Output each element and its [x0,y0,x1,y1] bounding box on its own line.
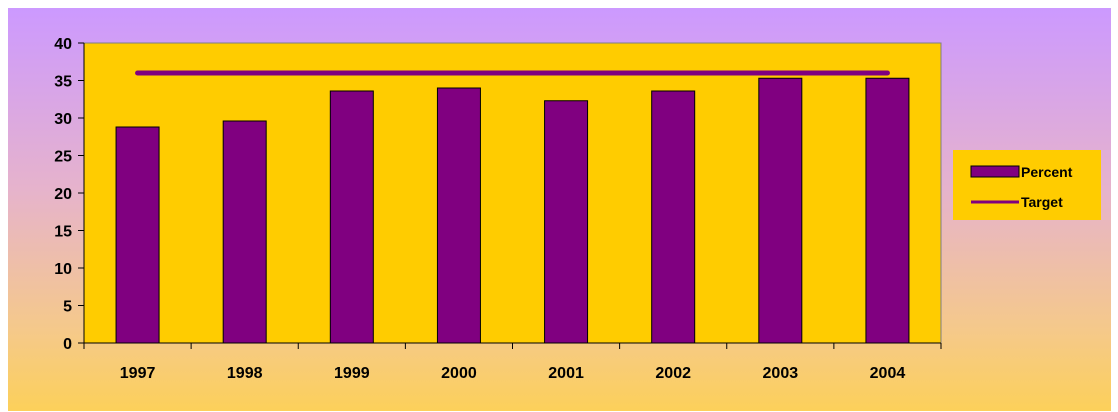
x-tick-label: 2002 [655,365,691,382]
legend-label-target: Target [1021,194,1063,210]
x-tick-label: 2003 [763,365,799,382]
bar-1997 [115,126,160,344]
bar-2001 [544,100,589,344]
x-tick-label: 1998 [227,365,263,382]
bar-2003 [758,77,803,344]
y-tick-label: 20 [54,186,72,203]
x-tick-label: 2001 [548,365,584,382]
legend-swatch-percent [970,165,1020,178]
x-tick-label: 2004 [870,365,906,382]
bar-1998 [222,120,267,344]
chart-area: 0 5 10 15 20 25 30 35 40 1997 1998 1999 2000 2001 200… [8,8,1111,411]
legend-box [953,150,1101,220]
y-tick-label: 25 [54,149,72,166]
x-tick-label: 1997 [120,365,156,382]
x-tick-label: 1999 [334,365,370,382]
chart-svg: 0 5 10 15 20 25 30 35 40 1997 1998 1999 2000 2001 200… [54,36,1101,382]
y-tick-label: 10 [54,261,72,278]
y-tick-label: 15 [54,224,72,241]
bar-2002 [651,90,696,344]
y-tick-label: 30 [54,111,72,128]
plot-area [83,42,942,344]
bar-2000 [436,87,481,344]
legend-label-percent: Percent [1021,164,1073,180]
x-axis: 1997 1998 1999 2000 2001 2002 2003 2004 [83,342,942,382]
y-tick-label: 5 [63,299,72,316]
bar-series-percent [115,77,910,344]
y-tick-label: 40 [54,36,72,53]
y-tick-label: 35 [54,74,72,91]
bar-2004 [865,77,910,344]
x-tick-label: 2000 [441,365,477,382]
bar-1999 [329,90,374,344]
legend: Percent Target [953,150,1101,220]
y-tick-label: 0 [63,336,72,353]
y-axis: 0 5 10 15 20 25 30 35 40 [54,36,85,353]
